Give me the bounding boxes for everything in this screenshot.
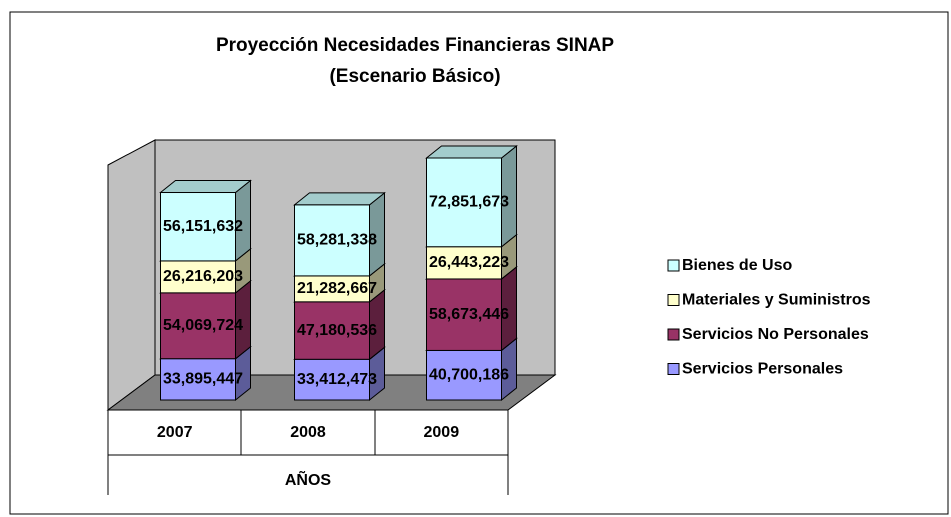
data-label: 56,151,632 [163,218,243,235]
side-wall [107,139,156,411]
legend-swatch [667,328,680,341]
bar [160,358,236,401]
bar-top [159,180,252,194]
bar [160,292,236,360]
bar [160,260,236,294]
data-label: 54,069,724 [163,317,243,334]
bar [294,358,370,401]
x-tick-label: 2008 [290,424,326,441]
legend-label: Servicios No Personales [682,326,869,343]
legend-label: Servicios Personales [682,361,843,378]
legend-swatch [667,363,680,375]
data-label: 33,412,473 [297,371,377,388]
data-label: 58,673,446 [429,306,509,323]
legend-swatch [667,294,680,306]
data-label: 72,851,673 [429,194,509,211]
data-label: 33,895,447 [163,371,243,388]
bar [426,246,502,280]
data-label: 26,216,203 [163,268,243,285]
data-label: 21,282,667 [297,280,377,297]
category-axis [107,409,509,495]
x-axis-label: AÑOS [285,469,332,489]
x-tick-label: 2009 [424,424,460,441]
data-label: 47,180,536 [297,322,377,339]
x-tick-label: 2007 [157,424,193,441]
chart-title: Proyección Necesidades Financieras SINAP [216,35,614,56]
bar [426,278,502,351]
bar [294,275,370,303]
bar [426,349,502,401]
legend-swatch [667,259,680,272]
bar-top [425,145,518,159]
data-label: 40,700,186 [429,366,509,383]
bar [294,301,370,360]
bar-top [293,192,386,206]
legend-label: Bienes de Uso [682,257,792,274]
bar [426,157,502,248]
data-label: 26,443,223 [429,254,509,271]
data-label: 58,281,338 [297,232,377,249]
bar [160,192,236,262]
bar [294,204,370,277]
legend-label: Materiales y Suministros [682,292,871,309]
chart-subtitle: (Escenario Básico) [329,66,500,87]
